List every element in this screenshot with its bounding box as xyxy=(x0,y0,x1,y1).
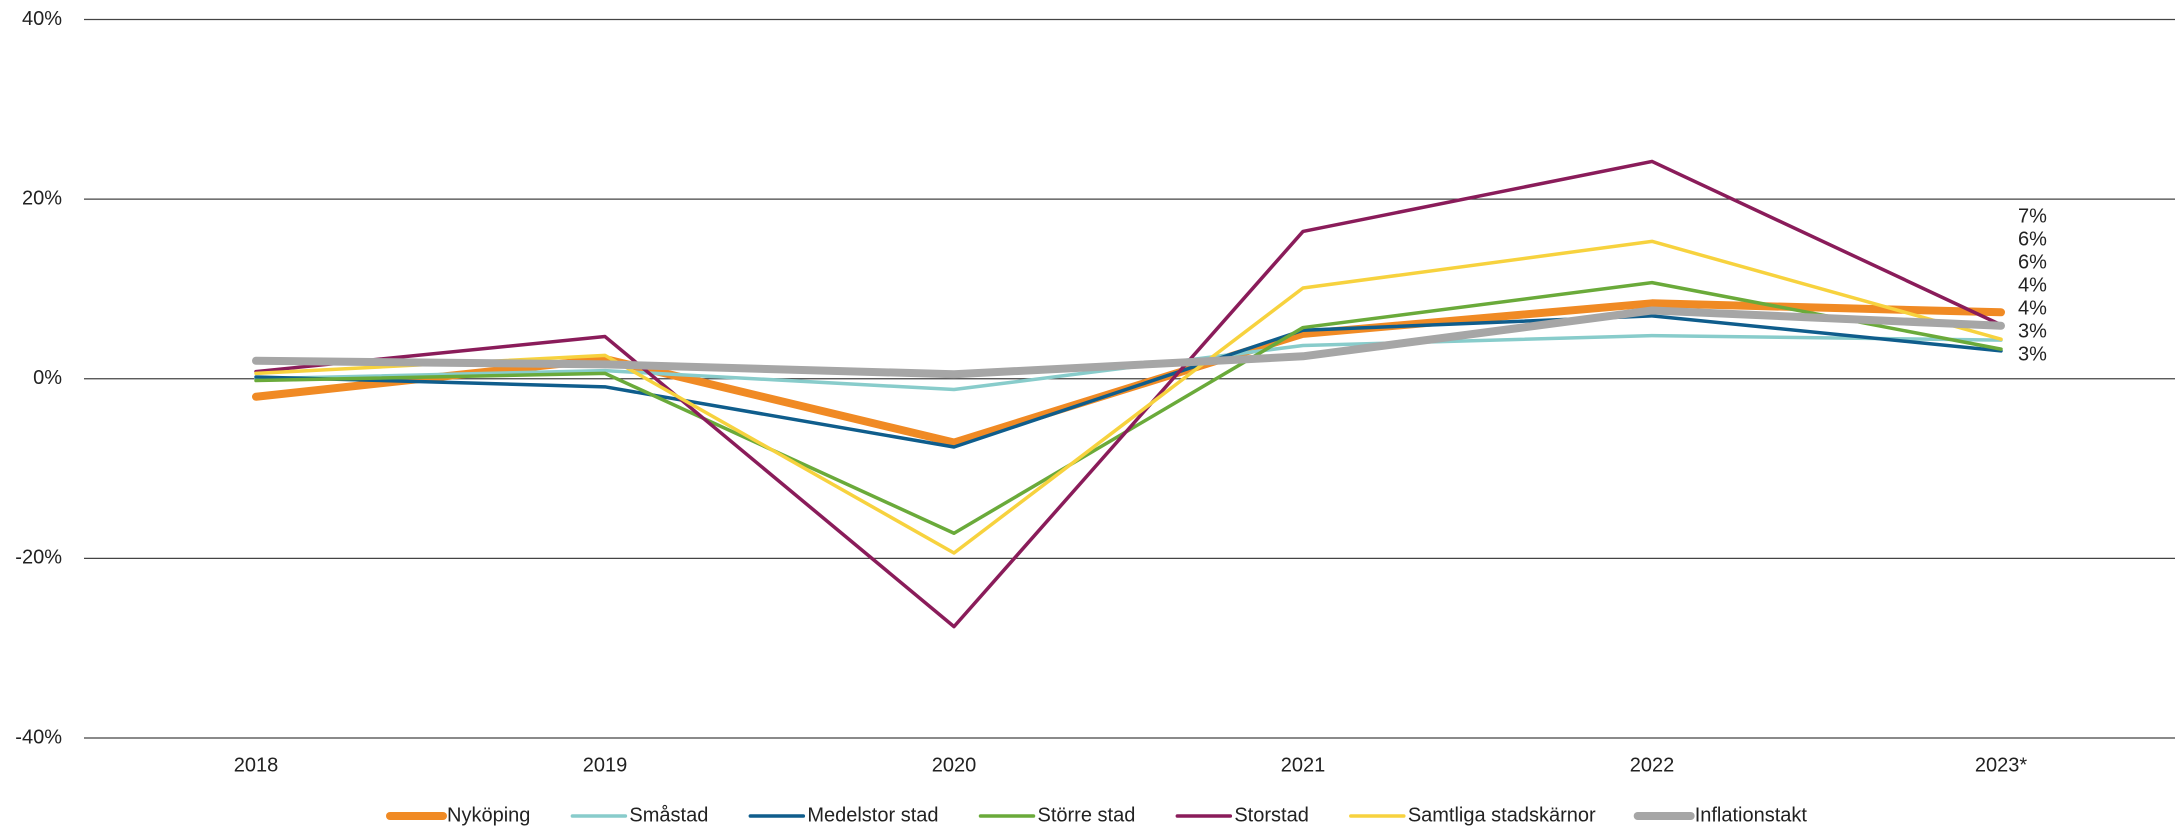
end-label: 4% xyxy=(2018,297,2047,319)
x-tick-label: 2023* xyxy=(1975,754,2027,776)
end-label: 6% xyxy=(2018,228,2047,250)
end-label: 6% xyxy=(2018,251,2047,273)
x-tick-label: 2021 xyxy=(1281,754,1326,776)
series-line xyxy=(254,239,2003,555)
legend-label: Inflationstakt xyxy=(1695,804,1808,826)
legend-label: Större stad xyxy=(1038,804,1136,826)
y-tick-label: -20% xyxy=(15,547,62,569)
end-label: 3% xyxy=(2018,343,2047,365)
legend-label: Småstad xyxy=(629,804,708,826)
legend-label: Medelstor stad xyxy=(807,804,938,826)
x-tick-label: 2022 xyxy=(1630,754,1675,776)
x-tick-label: 2018 xyxy=(234,754,279,776)
y-tick-label: -40% xyxy=(15,726,62,748)
end-label: 4% xyxy=(2018,274,2047,296)
y-tick-label: 20% xyxy=(22,187,62,209)
end-label: 3% xyxy=(2018,320,2047,342)
x-tick-label: 2020 xyxy=(932,754,977,776)
end-label: 7% xyxy=(2018,205,2047,227)
x-tick-label: 2019 xyxy=(583,754,628,776)
series-line xyxy=(254,314,2003,449)
legend-label: Samtliga stadskärnor xyxy=(1408,804,1596,826)
y-tick-label: 40% xyxy=(22,8,62,30)
legend-label: Nyköping xyxy=(447,804,530,826)
y-tick-label: 0% xyxy=(33,367,62,389)
series-line xyxy=(254,280,2003,535)
legend-label: Storstad xyxy=(1234,804,1308,826)
series-line xyxy=(252,306,2005,379)
series-line xyxy=(254,159,2003,629)
